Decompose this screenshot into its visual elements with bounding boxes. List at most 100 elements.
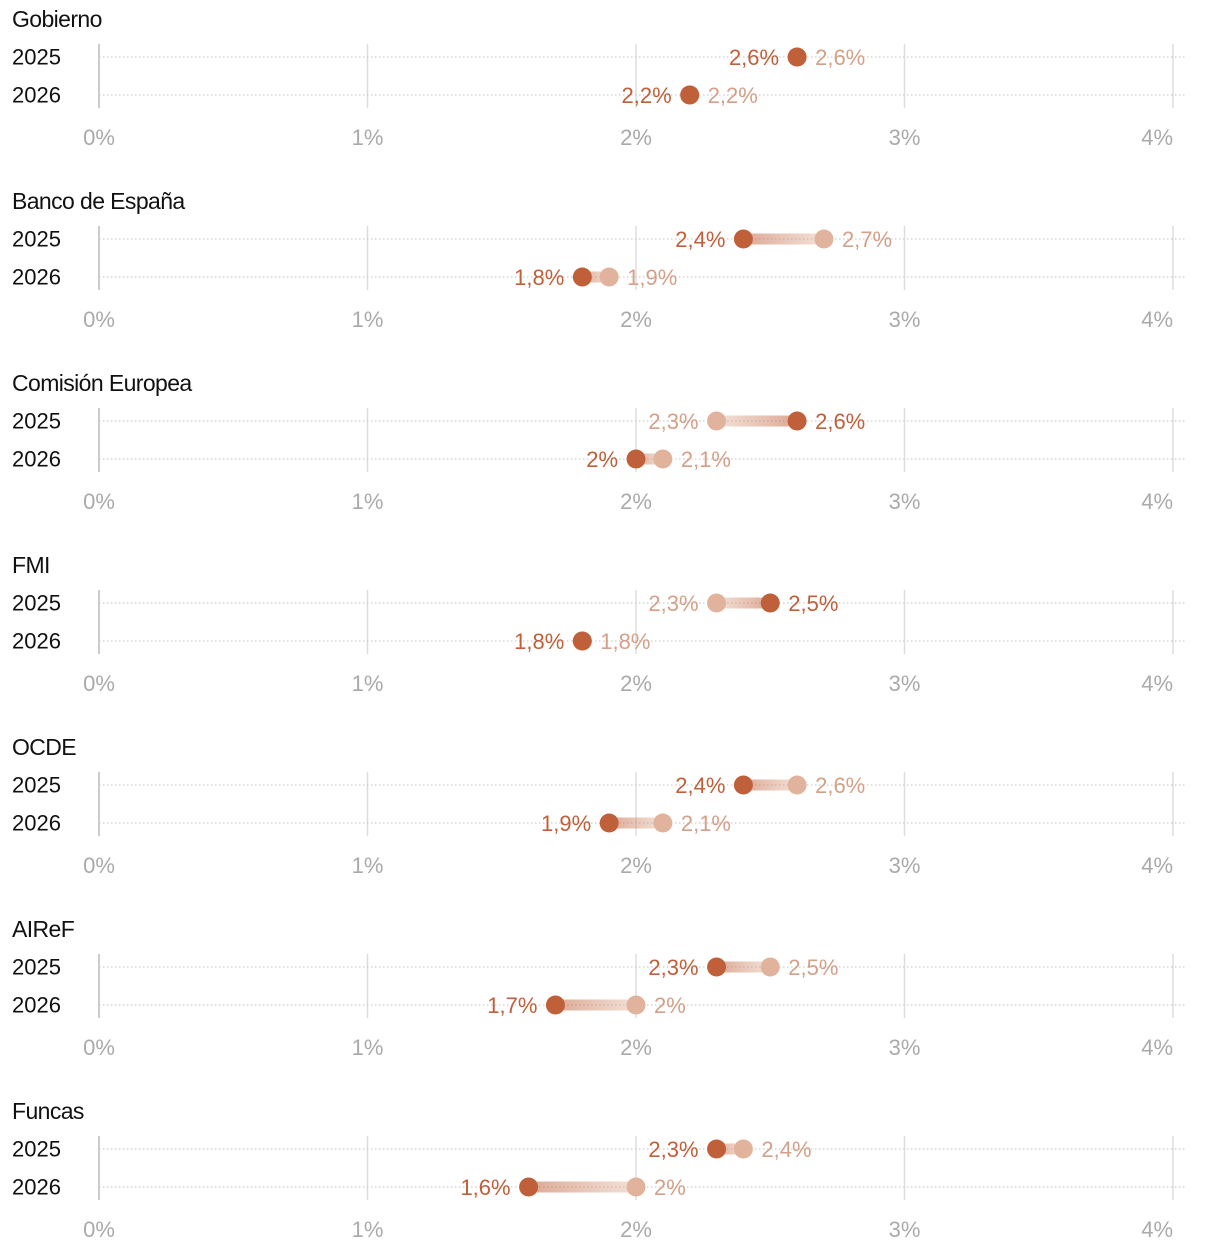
current-value-label: 2,4% (675, 773, 725, 798)
x-tick-label: 2% (620, 853, 652, 878)
current-dot (733, 775, 753, 795)
x-tick-label: 2% (620, 125, 652, 150)
panel-banco-de-espa-a: Banco de España 2025 2,4% 2,7% 2026 1,8% 1,9% 0… (12, 188, 1186, 332)
current-value-label: 2,6% (729, 45, 779, 70)
previous-value-label: 2,3% (648, 591, 698, 616)
previous-value-label: 2,6% (815, 773, 865, 798)
x-tick-label: 4% (1141, 489, 1173, 514)
x-tick-label: 4% (1141, 125, 1173, 150)
year-label: 2026 (12, 629, 61, 654)
panel-title: AIReF (12, 916, 75, 942)
current-value-label: 2,3% (648, 955, 698, 980)
current-value-label: 2,2% (622, 83, 672, 108)
x-tick-label: 1% (352, 1217, 384, 1242)
x-tick-label: 0% (83, 125, 115, 150)
year-label: 2025 (12, 227, 61, 252)
previous-value-label: 2,5% (788, 955, 838, 980)
year-label: 2026 (12, 811, 61, 836)
x-tick-label: 2% (620, 1035, 652, 1060)
year-label: 2025 (12, 773, 61, 798)
current-dot (626, 449, 646, 469)
panel-fmi: FMI 2025 2,5% 2,3% 2026 1,8% 1,8% 0% 1% 2% 3% 4% (12, 552, 1186, 696)
previous-dot (707, 593, 727, 613)
current-value-label: 1,6% (460, 1175, 510, 1200)
current-dot (519, 1177, 539, 1197)
previous-value-label: 2% (654, 993, 686, 1018)
current-dot (707, 957, 727, 977)
x-tick-label: 3% (889, 489, 921, 514)
year-label: 2026 (12, 265, 61, 290)
x-tick-label: 3% (889, 671, 921, 696)
current-value-label: 1,8% (514, 265, 564, 290)
panel-title: Gobierno (12, 6, 102, 32)
current-value-label: 1,9% (541, 811, 591, 836)
current-dot (572, 631, 592, 651)
current-value-label: 1,7% (487, 993, 537, 1018)
panel-ocde: OCDE 2025 2,4% 2,6% 2026 1,9% 2,1% 0% 1% 2% 3% 4% (12, 734, 1186, 878)
panel-comisi-n-europea: Comisión Europea 2025 2,6% 2,3% 2026 2% 2,1% 0%… (12, 370, 1186, 514)
current-dot (733, 229, 753, 249)
x-tick-label: 4% (1141, 853, 1173, 878)
x-tick-label: 4% (1141, 1217, 1173, 1242)
panel-title: Banco de España (12, 188, 185, 214)
x-tick-label: 3% (889, 307, 921, 332)
previous-dot (760, 957, 780, 977)
year-label: 2026 (12, 1175, 61, 1200)
previous-dot (653, 449, 673, 469)
year-label: 2026 (12, 83, 61, 108)
x-tick-label: 3% (889, 125, 921, 150)
x-tick-label: 3% (889, 853, 921, 878)
previous-value-label: 2% (654, 1175, 686, 1200)
year-label: 2026 (12, 993, 61, 1018)
current-dot (545, 995, 565, 1015)
current-dot (572, 267, 592, 287)
year-label: 2025 (12, 45, 61, 70)
year-label: 2025 (12, 409, 61, 434)
x-tick-label: 1% (352, 1035, 384, 1060)
previous-dot (599, 267, 619, 287)
previous-dot (626, 995, 646, 1015)
x-tick-label: 2% (620, 307, 652, 332)
panel-airef: AIReF 2025 2,3% 2,5% 2026 1,7% 2% 0% 1% 2% 3% 4% (12, 916, 1186, 1060)
year-label: 2025 (12, 591, 61, 616)
x-tick-label: 2% (620, 1217, 652, 1242)
panel-gobierno: Gobierno 2025 2,6% 2,6% 2026 2,2% 2,2% 0% 1% 2% 3%… (12, 6, 1186, 150)
x-tick-label: 0% (83, 853, 115, 878)
current-value-label: 2,4% (675, 227, 725, 252)
panel-title: Funcas (12, 1098, 84, 1124)
previous-value-label: 2,1% (681, 811, 731, 836)
x-tick-label: 2% (620, 489, 652, 514)
year-label: 2025 (12, 1137, 61, 1162)
x-tick-label: 3% (889, 1035, 921, 1060)
previous-dot (787, 775, 807, 795)
previous-value-label: 1,8% (600, 629, 650, 654)
year-label: 2025 (12, 955, 61, 980)
x-tick-label: 0% (83, 489, 115, 514)
previous-value-label: 1,9% (627, 265, 677, 290)
current-value-label: 2,6% (815, 409, 865, 434)
previous-value-label: 2,4% (761, 1137, 811, 1162)
previous-dot (733, 1139, 753, 1159)
current-value-label: 2,5% (788, 591, 838, 616)
current-value-label: 2% (586, 447, 618, 472)
panel-title: Comisión Europea (12, 370, 192, 396)
x-tick-label: 1% (352, 125, 384, 150)
x-tick-label: 4% (1141, 671, 1173, 696)
x-tick-label: 4% (1141, 307, 1173, 332)
x-tick-label: 0% (83, 1035, 115, 1060)
x-tick-label: 1% (352, 671, 384, 696)
previous-dot (626, 1177, 646, 1197)
x-tick-label: 1% (352, 489, 384, 514)
current-dot (707, 1139, 727, 1159)
current-dot (680, 85, 700, 105)
panel-funcas: Funcas 2025 2,3% 2,4% 2026 1,6% 2% 0% 1% 2% 3% 4% (12, 1098, 1186, 1242)
year-label: 2026 (12, 447, 61, 472)
x-tick-label: 4% (1141, 1035, 1173, 1060)
previous-value-label: 2,2% (708, 83, 758, 108)
previous-value-label: 2,6% (815, 45, 865, 70)
x-tick-label: 1% (352, 307, 384, 332)
previous-dot (653, 813, 673, 833)
x-tick-label: 1% (352, 853, 384, 878)
